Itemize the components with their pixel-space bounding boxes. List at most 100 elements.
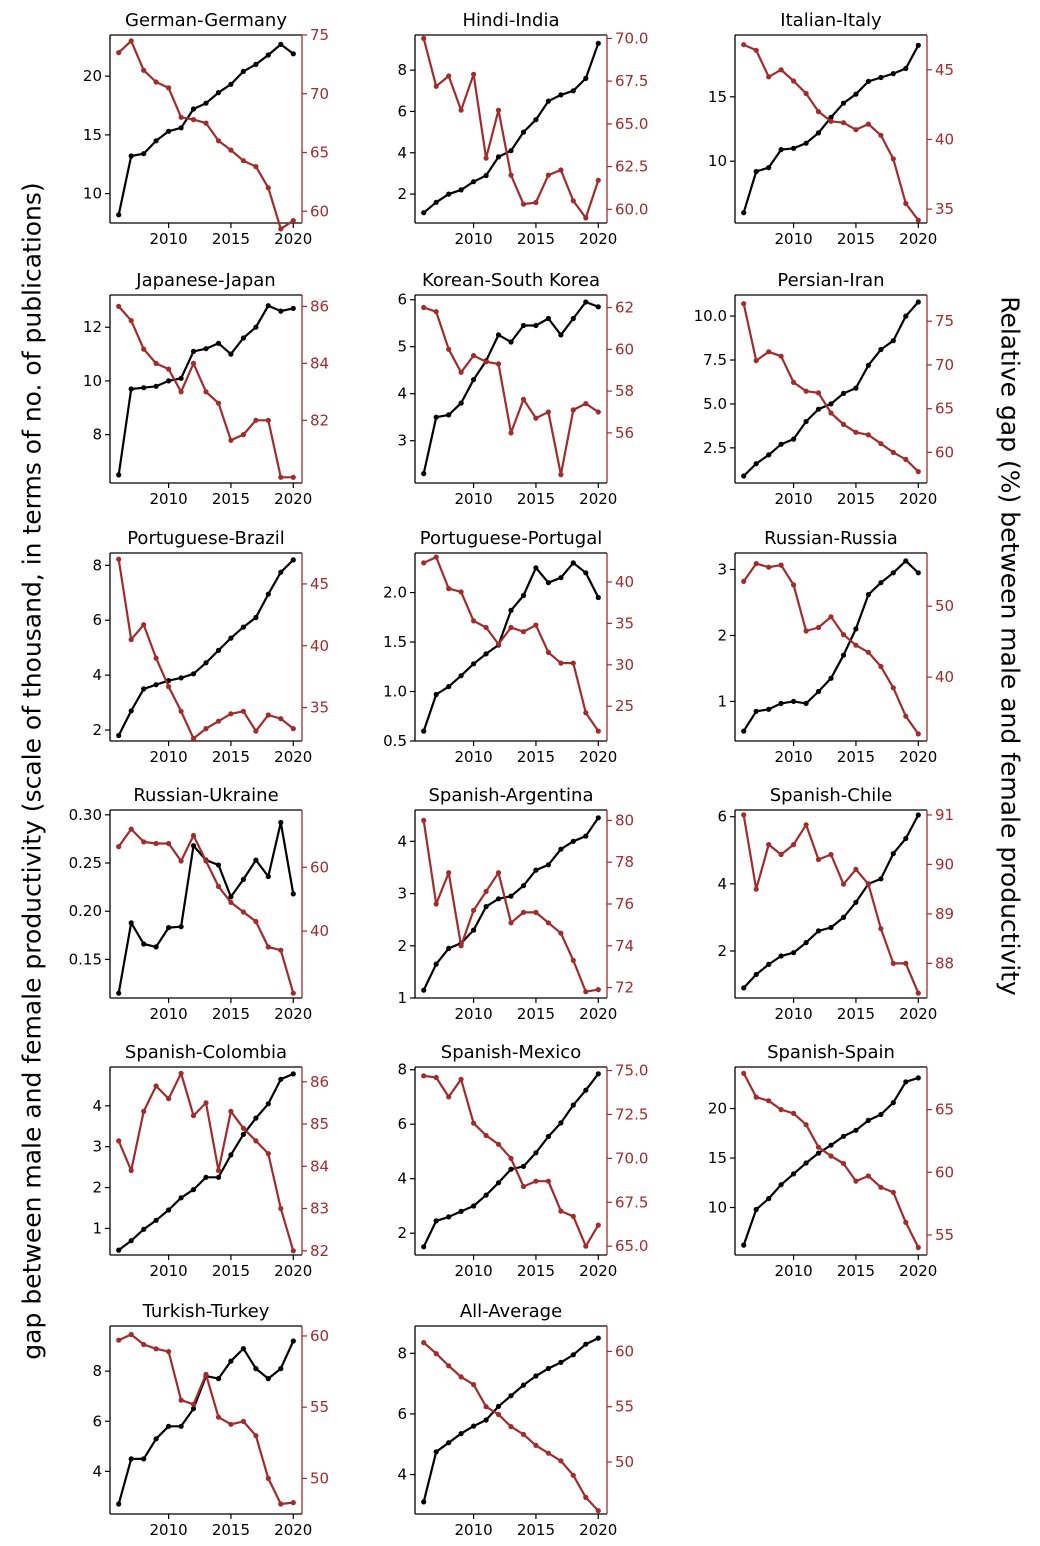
left-tick-label: 4 xyxy=(397,385,407,403)
gap-data-point xyxy=(290,1071,296,1077)
gap-data-point xyxy=(458,187,464,193)
gap-data-point xyxy=(265,303,271,309)
relative-gap-data-point xyxy=(815,390,822,396)
gap-data-point xyxy=(570,838,576,844)
left-tick-label: 6 xyxy=(397,1115,407,1133)
gap-data-point xyxy=(458,400,464,406)
right-tick-label: 85 xyxy=(310,1115,329,1133)
right-tick-label: 40 xyxy=(615,573,634,591)
relative-gap-data-point xyxy=(741,301,747,307)
x-tick-label: 2010 xyxy=(455,748,493,766)
right-tick-label: 35 xyxy=(310,699,329,717)
right-tick-label: 83 xyxy=(310,1200,329,1218)
left-tick-label: 4 xyxy=(397,1466,407,1484)
gap-data-point xyxy=(520,129,527,135)
gap-data-point xyxy=(878,1111,884,1118)
relative-gap-data-point xyxy=(153,655,159,661)
relative-gap-data-point xyxy=(240,1418,246,1424)
right-tick-label: 60 xyxy=(615,1342,634,1360)
gap-data-point xyxy=(791,145,797,151)
panel-german-germany: German-Germany 2010 2015 2020 10 15 20 60 65 70 75 xyxy=(83,10,329,248)
gap-data-point xyxy=(278,1366,284,1372)
left-tick-label: 10 xyxy=(708,152,727,170)
gap-data-point xyxy=(471,927,477,933)
relative-gap-data-point xyxy=(203,858,209,864)
relative-gap-data-point xyxy=(878,663,884,670)
gap-data-point xyxy=(458,1431,464,1437)
left-tick-label: 2 xyxy=(397,937,407,955)
right-tick-label: 65 xyxy=(935,1101,954,1119)
panel-title: Turkish-Turkey xyxy=(142,1301,270,1322)
relative-gap-data-point xyxy=(153,1083,159,1089)
right-tick-label: 30 xyxy=(615,656,634,674)
gap-data-point xyxy=(433,414,439,420)
relative-gap-data-point xyxy=(753,47,759,53)
relative-gap-data-point xyxy=(865,1173,872,1179)
gap-data-point xyxy=(215,647,222,654)
gap-data-point xyxy=(545,862,552,868)
relative-gap-data-point xyxy=(778,67,784,73)
relative-gap-data-point xyxy=(865,121,872,127)
relative-gap-data-point xyxy=(545,920,552,926)
gap-data-point xyxy=(495,154,502,160)
gap-data-point xyxy=(190,1187,197,1193)
relative-gap-data-point xyxy=(778,1107,784,1113)
right-tick-label: 82 xyxy=(310,411,329,429)
relative-gap-data-point xyxy=(753,358,759,364)
right-tick-label: 70 xyxy=(935,356,954,374)
gap-data-point xyxy=(495,332,502,338)
gap-data-point xyxy=(853,626,859,632)
gap-data-point xyxy=(533,1150,539,1156)
relative-gap-data-point xyxy=(495,107,502,113)
left-tick-label: 3 xyxy=(397,885,407,903)
right-tick-label: 50 xyxy=(310,1469,329,1487)
relative-gap-data-point xyxy=(421,817,427,824)
right-tick-label: 74 xyxy=(615,937,634,955)
relative-gap-data-point xyxy=(178,1070,184,1076)
relative-gap-data-point xyxy=(828,851,834,858)
gap-data-point xyxy=(278,308,284,314)
relative-gap-data-point xyxy=(190,360,197,366)
relative-gap-data-point xyxy=(595,409,601,415)
right-tick-label: 78 xyxy=(615,853,634,871)
left-tick-label: 8 xyxy=(92,556,102,574)
gap-data-point xyxy=(446,1214,452,1220)
gap-data-point xyxy=(128,920,134,926)
x-tick-label: 2010 xyxy=(150,1521,188,1539)
gap-data-point xyxy=(828,924,834,931)
relative-gap-data-point xyxy=(433,309,439,315)
relative-gap-data-point xyxy=(878,441,884,447)
relative-gap-data-point xyxy=(178,708,184,714)
right-y-axis-label: Relative gap (%) between male and female… xyxy=(995,296,1025,996)
relative-gap-data-point xyxy=(508,1155,514,1161)
x-tick-label: 2020 xyxy=(899,1005,937,1023)
gap-data-point xyxy=(228,351,234,357)
x-tick-label: 2010 xyxy=(150,490,188,508)
relative-gap-data-point xyxy=(421,304,427,311)
relative-gap-data-point xyxy=(458,943,464,949)
gap-data-point xyxy=(778,700,784,707)
gap-data-point xyxy=(595,594,601,601)
gap-data-point xyxy=(520,1163,527,1169)
x-tick-label: 2020 xyxy=(274,1521,312,1539)
relative-gap-data-point xyxy=(495,1141,502,1147)
x-tick-label: 2010 xyxy=(775,1005,813,1023)
right-tick-label: 60 xyxy=(310,1327,329,1345)
relative-gap-data-point xyxy=(840,120,847,126)
relative-gap-data-point xyxy=(558,930,564,936)
x-tick-label: 2020 xyxy=(579,1005,617,1023)
panel-title: Hindi-India xyxy=(462,10,559,31)
x-tick-label: 2020 xyxy=(274,748,312,766)
gap-data-point xyxy=(508,339,514,345)
right-tick-label: 84 xyxy=(310,1157,329,1175)
gap-data-point xyxy=(215,862,222,868)
relative-gap-data-point xyxy=(128,1167,134,1174)
left-tick-label: 4 xyxy=(92,1462,102,1480)
gap-data-point xyxy=(471,179,477,185)
right-tick-label: 60 xyxy=(310,202,329,220)
gap-data-point xyxy=(508,148,514,154)
panel-italian-italy: Italian-Italy 2010 2015 2020 10 15 35 40 45 xyxy=(708,10,954,248)
relative-gap-series-line xyxy=(742,303,920,473)
relative-gap-data-point xyxy=(741,1070,747,1076)
relative-gap-data-point xyxy=(766,564,772,570)
